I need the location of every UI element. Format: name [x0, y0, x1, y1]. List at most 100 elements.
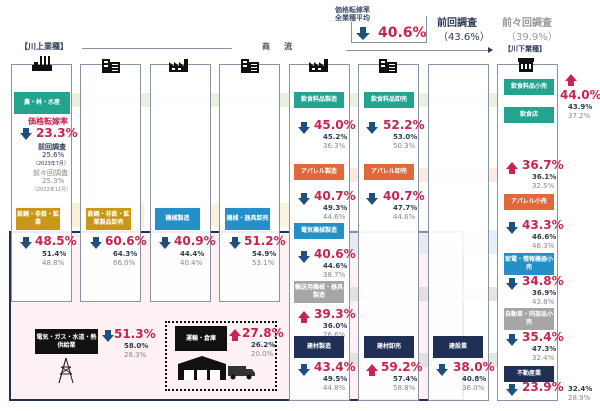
- industry-prev: 57.4%: [393, 375, 418, 383]
- industry-label-apparel-mfg: アパレル製造: [294, 164, 344, 180]
- up-arrow-icon: [506, 162, 518, 174]
- industry-rate: 44.0%: [560, 88, 600, 102]
- industry-rate: 45.0%: [314, 118, 356, 132]
- power-tower-icon: [58, 357, 74, 384]
- industry-prev: 40.8%: [462, 375, 487, 383]
- average-value: 40.6%: [378, 25, 427, 41]
- industry-pprev: 46.3%: [532, 242, 555, 250]
- industry-label-food-wholesale: 飲食料品卸売: [364, 92, 414, 108]
- down-arrow-icon: [298, 193, 310, 205]
- down-arrow-icon: [506, 384, 518, 396]
- industry-prev: 26.2%: [251, 341, 276, 349]
- industry-rate: 40.7%: [314, 189, 356, 203]
- industry-pprev: 32.4%: [532, 354, 555, 362]
- industry-rate: 60.6%: [105, 234, 147, 248]
- flow-line-right: [346, 50, 488, 51]
- down-arrow-icon: [20, 237, 32, 249]
- average-label-line2: 全業種平均: [335, 14, 370, 22]
- industry-label-steel-wholesale: 鉄鋼・非鉄・鉱業製品卸売: [86, 208, 131, 230]
- industry-rate: 35.4%: [522, 330, 564, 344]
- industry-pprev: 36.0%: [462, 384, 485, 392]
- industry-rate: 59.2%: [381, 360, 423, 374]
- legend-pprev-date: （2022年12月）: [32, 187, 72, 193]
- flow-line-left: [82, 48, 232, 49]
- down-arrow-icon: [506, 278, 518, 290]
- industry-label-food-retail: 飲食料品小売: [504, 79, 554, 95]
- average-label-line1: 価格転嫁率: [335, 6, 370, 14]
- industry-rate: 51.3%: [114, 327, 156, 341]
- flow-arrow-head-icon: [488, 47, 493, 53]
- upstream-label: 【川上業種】: [20, 42, 68, 51]
- down-arrow-icon: [20, 128, 32, 140]
- industry-label-transport-machine-mfg: 輸送用機械・器具製造: [294, 281, 344, 303]
- industry-prev: 53.0%: [393, 133, 418, 141]
- industry-pprev: 28.3%: [124, 351, 147, 359]
- industry-pprev: 66.0%: [113, 259, 136, 267]
- industry-prev: 49.5%: [323, 375, 348, 383]
- down-arrow-icon: [90, 237, 102, 249]
- industry-label-steel-mining: 鉄鋼・非鉄・鉱業: [16, 208, 60, 230]
- legend-pprev-value: 25.3%: [42, 177, 65, 185]
- industry-label-appliance-retail: 家電・情報機器小売: [504, 253, 554, 275]
- industry-prev: 36.9%: [532, 289, 557, 297]
- industry-pprev: 48.8%: [42, 259, 65, 267]
- industry-label-construction: 建設業: [433, 336, 483, 358]
- down-arrow-icon: [366, 193, 378, 205]
- industry-label-apparel-retail: アパレル小売: [504, 194, 554, 210]
- before-previous-survey-title: 前々回調査: [502, 18, 552, 29]
- factory-icon: [169, 59, 188, 72]
- industry-pprev: 53.1%: [252, 259, 275, 267]
- industry-prev: 51.4%: [42, 250, 67, 258]
- industry-prev: 47.7%: [393, 204, 418, 212]
- industry-pprev: 36.3%: [323, 142, 346, 150]
- industry-prev: 64.3%: [113, 250, 138, 258]
- industry-pprev: 50.3%: [393, 142, 416, 150]
- previous-survey-title: 前回調査: [437, 18, 477, 29]
- building-icon: [241, 59, 259, 73]
- up-arrow-icon: [298, 311, 310, 323]
- legend-pprev-label: 前々回調査: [33, 169, 68, 177]
- industry-pprev: 32.5%: [532, 182, 555, 190]
- industry-prev: 49.3%: [323, 204, 348, 212]
- down-arrow-icon: [298, 364, 310, 376]
- industry-pprev: 38.7%: [323, 271, 346, 279]
- industry-prev: 47.3%: [532, 345, 557, 353]
- legend-prev-date: （2023年7月）: [33, 161, 69, 167]
- average-label: 価格転嫁率 全業種平均: [335, 6, 372, 22]
- industry-prev: 43.9%: [568, 103, 593, 111]
- down-arrow-icon: [356, 27, 370, 40]
- column-2: [80, 64, 141, 302]
- up-arrow-icon: [366, 364, 378, 376]
- up-arrow-icon: [565, 74, 577, 86]
- industry-label-utilities: 電気・ガス・水道・熱供給業: [35, 329, 98, 354]
- building-icon: [102, 59, 120, 73]
- factory-icon: [309, 59, 328, 72]
- industry-prev: 54.9%: [252, 250, 277, 258]
- industry-rate: 36.7%: [522, 158, 564, 172]
- industry-label-building-material-wholesale: 建材卸売: [364, 336, 414, 358]
- industry-prev: 36.0%: [323, 322, 348, 330]
- column-4: [219, 64, 280, 302]
- warehouse-icon: [178, 356, 226, 380]
- industry-pprev: 44.6%: [393, 213, 416, 221]
- industry-label-agriculture: 農・林・水産: [14, 92, 70, 114]
- down-arrow-icon: [436, 364, 448, 376]
- before-previous-survey-value: （39.9%）: [506, 32, 558, 43]
- down-arrow-icon: [506, 222, 518, 234]
- industry-prev: 44.6%: [323, 262, 348, 270]
- industry-rate: 40.6%: [314, 247, 356, 261]
- industry-rate: 39.3%: [314, 307, 356, 321]
- industry-rate: 48.5%: [35, 234, 77, 248]
- up-arrow-icon: [229, 329, 241, 341]
- industry-rate: 23.9%: [522, 380, 564, 394]
- industry-label-food-mfg: 飲食料品製造: [294, 92, 344, 108]
- shop-icon: [518, 58, 534, 72]
- industry-prev: 58.0%: [124, 342, 149, 350]
- industry-pprev: 37.2%: [568, 112, 591, 120]
- industry-rate: 52.2%: [383, 118, 425, 132]
- industry-rate: 34.8%: [522, 274, 564, 288]
- down-arrow-icon: [159, 237, 171, 249]
- industry-label-transport: 運輸・倉庫: [175, 326, 227, 351]
- legend-prev-value: 25.6%: [42, 151, 65, 159]
- building-icon: [379, 59, 397, 73]
